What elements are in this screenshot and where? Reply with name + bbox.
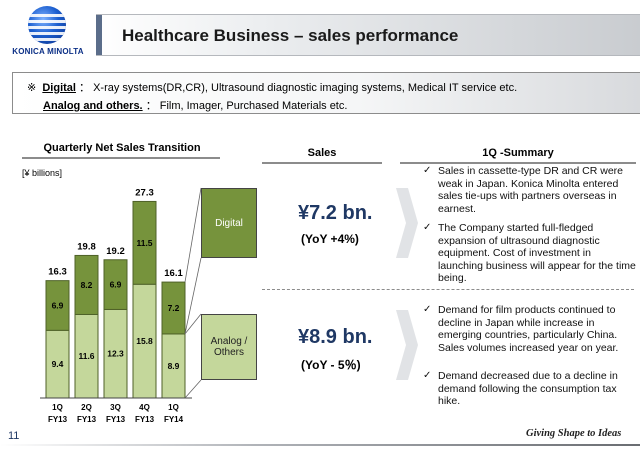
x-tick-label: FY13	[106, 415, 126, 424]
legend-analog-label-2: Others	[213, 347, 244, 358]
bar-total-label: 27.3	[135, 187, 154, 198]
analog-term: Analog and others.	[43, 100, 143, 112]
bar-total-label: 16.1	[164, 268, 183, 279]
bar-value-label: 8.9	[168, 361, 180, 371]
bar-value-label: 6.9	[110, 280, 122, 290]
bar-digital	[103, 259, 128, 310]
checkmark-icon: ✓	[423, 165, 432, 176]
chevron-right-icon	[396, 310, 418, 380]
x-tick-label: 3Q	[110, 403, 121, 412]
x-tick-label: 2Q	[81, 403, 92, 412]
checkmark-icon: ✓	[423, 304, 432, 315]
checkmark-icon: ✓	[423, 370, 432, 381]
x-tick-label: FY13	[135, 415, 155, 424]
x-tick-label: FY13	[48, 415, 68, 424]
header: KONICA MINOLTA Healthcare Business – sal…	[0, 0, 640, 66]
bar-value-label: 8.2	[81, 280, 93, 290]
bar-digital	[45, 280, 70, 331]
legend-connector	[184, 379, 202, 399]
summary-text: The Company started full-fledged expansi…	[438, 222, 636, 284]
checkmark-icon: ✓	[423, 222, 432, 233]
analog-yoy: (YoY - 5％)	[301, 358, 361, 372]
x-tick-label: FY14	[164, 415, 184, 424]
digital-description: ： X-ray systems(DR,CR), Ultrasound diagn…	[79, 82, 518, 94]
x-tick-label: 1Q	[52, 403, 63, 412]
bar-digital	[132, 200, 157, 285]
x-tick-label: FY13	[77, 415, 97, 424]
definition-digital: ※ Digital ： X-ray systems(DR,CR), Ultras…	[27, 79, 517, 95]
chart-heading: Quarterly Net Sales Transition	[43, 142, 201, 154]
legend-connector	[184, 257, 202, 335]
summary-heading-underline	[400, 162, 636, 164]
page-number: 11	[8, 430, 20, 442]
definitions-box: ※ Digital ： X-ray systems(DR,CR), Ultras…	[12, 72, 640, 114]
analog-sales-value: ¥8.9 bn.	[298, 326, 373, 348]
chevron-right-icon	[396, 188, 418, 258]
title-accent	[96, 15, 102, 55]
summary-heading: 1Q -Summary	[482, 147, 554, 159]
digital-yoy: (YoY +4%)	[301, 232, 359, 246]
bar-value-label: 9.4	[52, 359, 64, 369]
bar-value-label: 12.3	[107, 349, 124, 359]
sales-heading-underline	[262, 162, 382, 164]
summary-text: Demand decreased due to a decline in dem…	[438, 370, 618, 407]
analog-description: ： Film, Imager, Purchased Materials etc.	[145, 100, 348, 112]
x-tick-label: 4Q	[139, 403, 150, 412]
section-divider	[262, 289, 634, 290]
legend-connector	[184, 313, 202, 335]
chart-heading-underline	[22, 157, 220, 159]
bar-digital	[74, 254, 99, 315]
legend-digital-label: Digital	[215, 217, 243, 229]
bar-digital	[161, 281, 186, 335]
bar-total-label: 19.2	[106, 246, 125, 257]
definition-analog: Analog and others. ： Film, Imager, Purch…	[43, 97, 347, 113]
legend-analog: Analog / Others	[201, 314, 257, 380]
digital-term: Digital	[42, 82, 76, 94]
summary-bullet: ✓ Demand decreased due to a decline in d…	[423, 370, 638, 408]
summary-bullet: ✓ The Company started full-fledged expan…	[423, 222, 638, 285]
bar-value-label: 11.5	[136, 238, 152, 248]
x-tick-label: 1Q	[168, 403, 179, 412]
bar-value-label: 6.9	[52, 300, 64, 310]
bar-total-label: 19.8	[77, 241, 96, 252]
summary-text: Demand for film products continued to de…	[438, 304, 619, 354]
bar-value-label: 7.2	[168, 303, 180, 313]
sales-heading: Sales	[307, 147, 337, 159]
title-bar	[96, 14, 640, 56]
summary-bullet: ✓ Demand for film products continued to …	[423, 304, 638, 354]
bar-value-label: 11.6	[78, 351, 94, 361]
slogan: Giving Shape to Ideas	[526, 428, 622, 439]
summary-text: Sales in cassette-type DR and CR were we…	[438, 165, 623, 215]
bar-value-label: 15.8	[136, 336, 153, 346]
bar-total-label: 16.3	[48, 267, 67, 278]
konica-minolta-logo: KONICA MINOLTA	[6, 6, 90, 62]
digital-sales-value: ¥7.2 bn.	[298, 202, 373, 224]
legend-connector	[184, 187, 202, 283]
legend-analog-label-1: Analog /	[210, 336, 248, 347]
globe-icon	[28, 6, 66, 44]
page-title: Healthcare Business – sales performance	[122, 26, 459, 45]
logo-text: KONICA MINOLTA	[12, 47, 84, 56]
footer-rule	[0, 444, 640, 446]
note-mark: ※	[27, 82, 37, 94]
summary-bullet: ✓ Sales in cassette-type DR and CR were …	[423, 165, 638, 215]
legend-digital: Digital	[201, 188, 257, 258]
unit-label: [¥ billions]	[22, 168, 63, 178]
